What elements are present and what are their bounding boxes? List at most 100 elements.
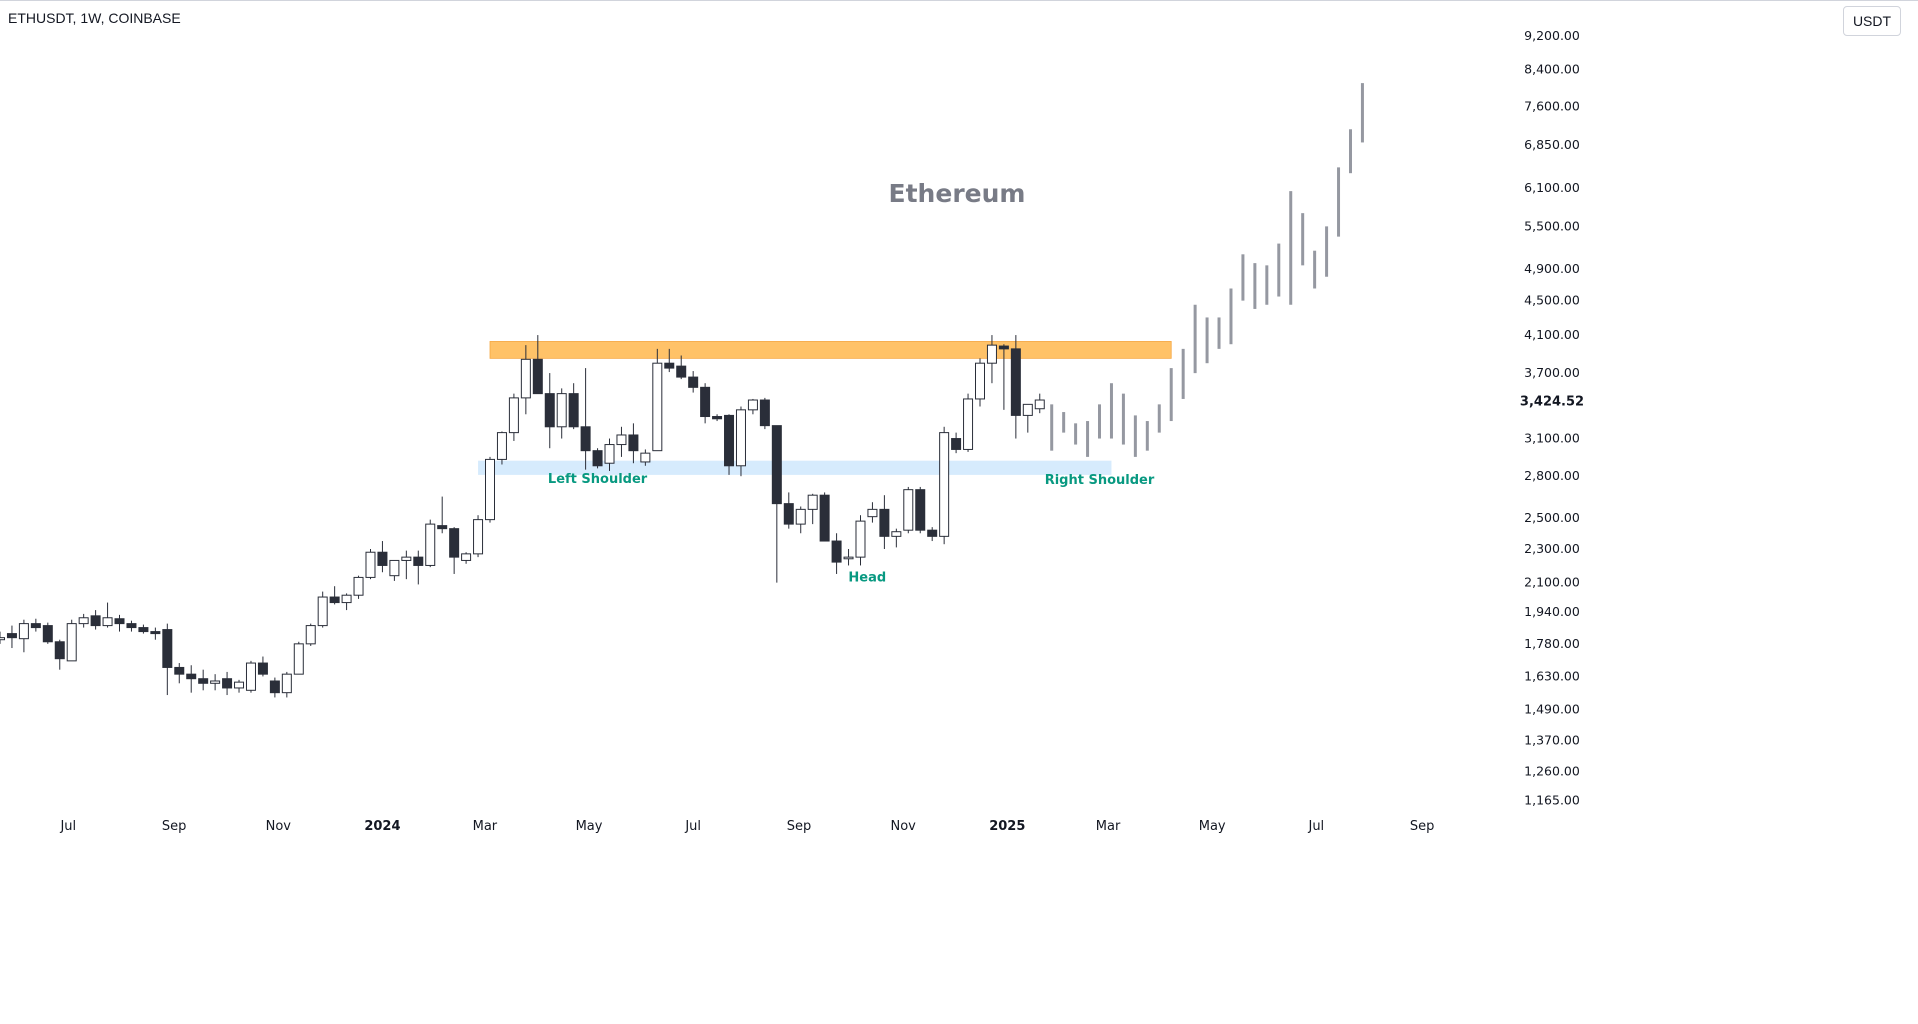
candle-body <box>389 559 400 577</box>
candle <box>341 593 352 611</box>
annotation-label: Right Shoulder <box>1045 473 1155 488</box>
time-axis: Jul Sep Nov 2024 Mar May Jul Sep Nov 2025 Mar May Ju… <box>59 819 1434 834</box>
candle <box>843 549 854 566</box>
candle <box>222 671 233 696</box>
annotations-layer: Left Shoulder Head Right Shoulder <box>548 472 1155 586</box>
candle <box>580 368 591 470</box>
candle-body <box>628 434 639 452</box>
candle-body <box>449 528 460 558</box>
candle <box>879 495 890 549</box>
candle <box>795 506 806 534</box>
candle-body <box>150 631 161 635</box>
time-tick-label: May <box>576 819 603 834</box>
candle-body <box>807 494 818 510</box>
price-tick-label: 1,630.00 <box>1524 668 1580 683</box>
candle <box>688 371 699 393</box>
price-tick-label: 1,260.00 <box>1524 764 1580 779</box>
time-tick-label: 2024 <box>364 819 400 834</box>
candle-body <box>676 365 687 378</box>
candle-body <box>664 362 675 369</box>
candle <box>377 541 388 573</box>
candle-body <box>353 576 364 596</box>
price-tick-label: 2,100.00 <box>1524 575 1580 590</box>
candle-body <box>1022 403 1033 416</box>
price-tick-label: 8,400.00 <box>1524 62 1580 77</box>
candle-body <box>42 625 53 643</box>
candle-body <box>712 416 723 420</box>
candle-body <box>401 556 412 561</box>
candle <box>664 348 675 373</box>
candle-body <box>473 519 484 555</box>
resistance-zone <box>489 341 1172 359</box>
candle-body <box>891 531 902 537</box>
candle-body <box>90 615 101 627</box>
candle-body <box>604 444 615 464</box>
candle <box>903 486 914 534</box>
annotation-label: Left Shoulder <box>548 472 648 487</box>
price-tick-label: 5,500.00 <box>1524 218 1580 233</box>
symbol-info[interactable]: ETHUSDT, 1W, COINBASE <box>8 10 181 26</box>
candle-body <box>508 397 519 434</box>
price-tick-label: 1,370.00 <box>1524 733 1580 748</box>
candle-body <box>771 425 782 505</box>
candle <box>437 496 448 534</box>
candle <box>783 492 794 529</box>
price-tick-label: 4,100.00 <box>1524 327 1580 342</box>
price-tick-label: 3,100.00 <box>1524 431 1580 446</box>
candle <box>855 515 866 566</box>
price-tick-label: 1,165.00 <box>1524 793 1580 808</box>
price-tick-label: 7,600.00 <box>1524 99 1580 114</box>
candle <box>652 348 663 452</box>
candle <box>819 492 830 542</box>
candle-body <box>222 678 233 689</box>
candle <box>951 432 962 454</box>
candle-body <box>819 494 830 542</box>
support-zone <box>478 460 1112 475</box>
price-tick-label: 2,500.00 <box>1524 510 1580 525</box>
candle <box>413 550 424 585</box>
candle-body <box>867 508 878 518</box>
candle <box>425 519 436 568</box>
price-tick-label: 2,800.00 <box>1524 468 1580 483</box>
candle-body <box>485 458 495 521</box>
candle <box>245 660 256 693</box>
candle <box>317 591 328 628</box>
candle-body <box>102 617 113 627</box>
candle-body <box>78 617 89 625</box>
candle <box>1010 335 1021 439</box>
candle-body <box>174 666 185 675</box>
candle <box>986 335 997 384</box>
currency-button[interactable]: USDT <box>1843 6 1901 36</box>
price-tick-label: 6,850.00 <box>1524 137 1580 152</box>
time-tick-label: May <box>1199 819 1226 834</box>
candle <box>353 575 364 599</box>
candle-body <box>831 540 842 563</box>
candle <box>269 677 280 698</box>
candle-body <box>1010 348 1021 416</box>
candle-body <box>413 556 424 566</box>
time-tick-label: Jul <box>684 819 701 834</box>
price-tick-label: 1,940.00 <box>1524 604 1580 619</box>
time-tick-label: Mar <box>1096 819 1121 834</box>
candle <box>174 663 185 684</box>
candle <box>449 527 460 574</box>
candle-body <box>293 643 304 675</box>
candle-body <box>520 358 531 399</box>
candle-body <box>580 426 591 452</box>
candle-body <box>998 345 1009 350</box>
candle-body <box>724 414 735 467</box>
candle-body <box>114 618 125 625</box>
time-tick-label: Sep <box>162 819 187 834</box>
candle <box>544 373 555 449</box>
candle-body <box>6 633 17 639</box>
price-tick-label: 2,300.00 <box>1524 541 1580 556</box>
candles-layer <box>0 335 1045 698</box>
candle-body <box>759 399 770 427</box>
candle <box>150 627 161 640</box>
candle-body <box>688 376 699 388</box>
candle <box>78 613 89 628</box>
candle-body <box>126 623 137 629</box>
candle-body <box>975 362 985 400</box>
candle-body <box>568 393 579 428</box>
